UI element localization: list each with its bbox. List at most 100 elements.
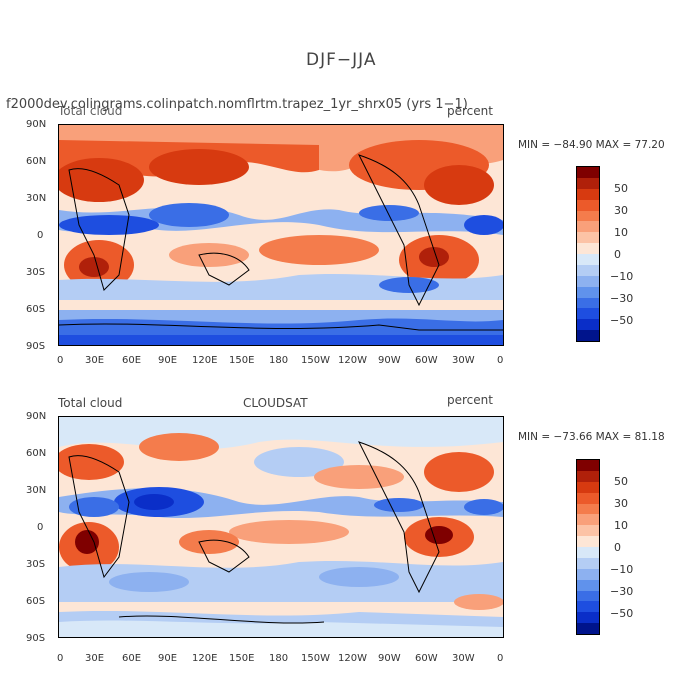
p1-cbar-label: 30 [614,204,628,217]
colorbar-segment [577,177,599,189]
colorbar-segment [577,460,599,471]
colorbar-segment [577,514,599,526]
p2-lon-tick: 60W [415,653,438,664]
panel2-colorbar [576,459,600,635]
p1-cbar-label: −10 [610,270,634,283]
p1-lon-tick: 30E [85,355,105,366]
p2-lon-tick: 150W [301,653,330,664]
p2-lon-tick: 0 [497,653,504,664]
p2-lat-tick: 30N [26,485,47,496]
p2-lon-tick: 30W [452,653,475,664]
p1-lon-tick: 120E [192,355,218,366]
panel1-variable-label: Total cloud [58,104,123,118]
panel2-source-label: CLOUDSAT [243,396,308,410]
panel2-minmax: MIN = −73.66 MAX = 81.18 [518,431,665,443]
colorbar-segment [577,470,599,482]
p2-lon-tick: 120W [338,653,367,664]
p2-lat-tick: 0 [37,522,44,533]
p1-lat-tick: 0 [37,230,44,241]
p2-lat-tick: 30S [26,559,46,570]
colorbar-segment [577,188,599,200]
colorbar-segment [577,286,599,298]
colorbar-segment [577,254,599,265]
panel2-map [58,416,504,638]
colorbar-segment [577,547,599,558]
p2-cbar-label: −10 [610,563,634,576]
panel1-map-svg [59,125,503,345]
p1-lon-tick: 30W [452,355,475,366]
colorbar-segment [577,536,599,547]
panel1-units-label: percent [447,104,493,118]
p1-lon-tick: 150E [229,355,255,366]
colorbar-segment [577,167,599,178]
p1-lat-tick: 60N [26,156,47,167]
panel2-units-label: percent [447,393,493,407]
p1-lon-tick: 60W [415,355,438,366]
colorbar-segment [577,481,599,493]
p1-lon-tick: 90E [158,355,178,366]
p1-lat-tick: 90S [26,341,46,352]
colorbar-segment [577,557,599,569]
colorbar-segment [577,503,599,515]
p2-lat-tick: 90S [26,633,46,644]
p1-cbar-label: 0 [614,248,621,261]
p2-lon-tick: 30E [85,653,105,664]
p2-lat-tick: 90N [26,411,47,422]
colorbar-segment [577,199,599,211]
colorbar-segment [577,330,599,341]
p2-lon-tick: 120E [192,653,218,664]
p2-lon-tick: 180 [269,653,289,664]
p1-lon-tick: 180 [269,355,289,366]
p2-cbar-label: 50 [614,475,628,488]
p2-lon-tick: 90W [378,653,401,664]
panel1-colorbar [576,166,600,342]
colorbar-segment [577,221,599,233]
p2-lon-tick: 0 [57,653,64,664]
colorbar-segment [577,232,599,244]
p1-lat-tick: 30S [26,267,46,278]
p1-lon-tick: 150W [301,355,330,366]
p1-lat-tick: 60S [26,304,46,315]
p1-lon-tick: 60E [122,355,142,366]
p1-cbar-label: −30 [610,292,634,305]
colorbar-segment [577,601,599,613]
panel2-map-svg [59,417,503,637]
p2-cbar-label: 10 [614,519,628,532]
p1-cbar-label: −50 [610,314,634,327]
colorbar-segment [577,308,599,320]
p2-cbar-label: 30 [614,497,628,510]
p1-lon-tick: 90W [378,355,401,366]
colorbar-segment [577,210,599,222]
p1-cbar-label: 50 [614,182,628,195]
colorbar-segment [577,590,599,602]
colorbar-segment [577,243,599,254]
colorbar-segment [577,319,599,331]
p2-lat-tick: 60N [26,448,47,459]
p2-lat-tick: 60S [26,596,46,607]
colorbar-segment [577,612,599,624]
p1-lat-tick: 30N [26,193,47,204]
p1-cbar-label: 10 [614,226,628,239]
panel1-case-title: f2000dev.colingrams.colinpatch.nomflrtm.… [6,97,468,112]
p1-lat-tick: 90N [26,119,47,130]
p2-cbar-label: −50 [610,607,634,620]
p2-cbar-label: 0 [614,541,621,554]
p1-lon-tick: 120W [338,355,367,366]
colorbar-segment [577,525,599,537]
colorbar-segment [577,297,599,309]
p2-lon-tick: 150E [229,653,255,664]
p2-cbar-label: −30 [610,585,634,598]
colorbar-segment [577,275,599,287]
p2-lon-tick: 60E [122,653,142,664]
panel2-variable-label: Total cloud [58,396,123,410]
colorbar-segment [577,492,599,504]
colorbar-segment [577,264,599,276]
colorbar-segment [577,623,599,634]
panel1-minmax: MIN = −84.90 MAX = 77.20 [518,139,665,151]
p2-lon-tick: 90E [158,653,178,664]
colorbar-segment [577,579,599,591]
figure-title: DJF−JJA [306,50,377,70]
colorbar-segment [577,568,599,580]
p1-lon-tick: 0 [57,355,64,366]
panel1-map [58,124,504,346]
